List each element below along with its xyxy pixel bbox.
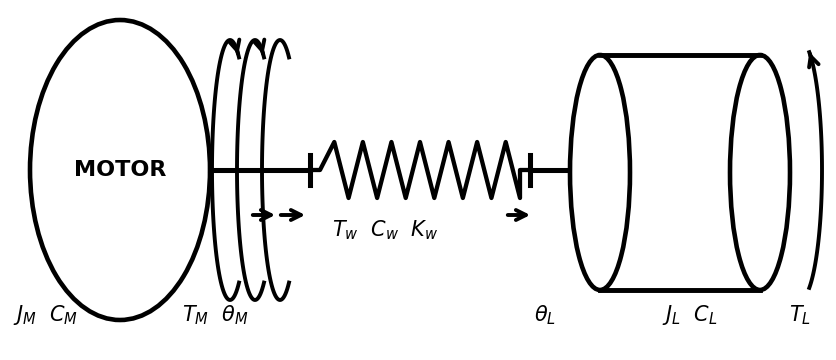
Text: $T_w$  $C_w$  $K_w$: $T_w$ $C_w$ $K_w$ (332, 218, 438, 242)
Text: $J_M$  $C_M$: $J_M$ $C_M$ (13, 303, 78, 327)
Text: MOTOR: MOTOR (74, 160, 166, 180)
Ellipse shape (570, 55, 630, 290)
Text: $\theta_L$: $\theta_L$ (534, 303, 556, 327)
Text: $T_M$  $\theta_M$: $T_M$ $\theta_M$ (182, 303, 248, 327)
Text: $T_L$: $T_L$ (789, 303, 811, 327)
Ellipse shape (730, 55, 790, 290)
Text: $J_L$  $C_L$: $J_L$ $C_L$ (662, 303, 718, 327)
